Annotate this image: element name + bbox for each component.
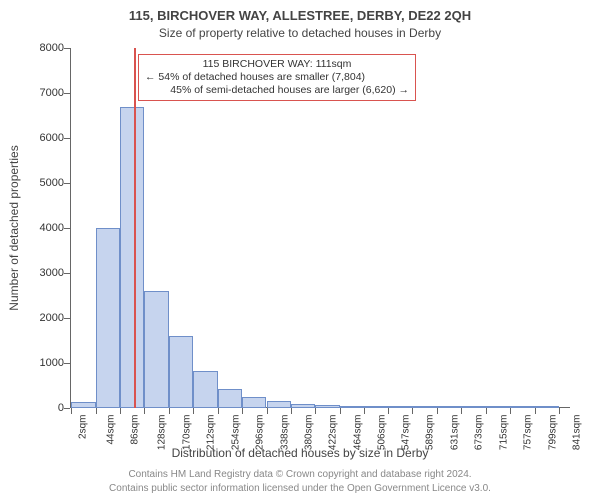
x-tick [412, 408, 413, 414]
x-tick-label: 86sqm [130, 415, 141, 445]
footer-line-2: Contains public sector information licen… [0, 483, 600, 494]
histogram-bar [120, 107, 144, 409]
histogram-bar [169, 336, 193, 408]
y-tick-label: 3000 [26, 267, 64, 279]
y-tick [64, 183, 70, 184]
chart-container: 115, BIRCHOVER WAY, ALLESTREE, DERBY, DE… [0, 0, 600, 500]
x-tick-label: 841sqm [571, 415, 582, 451]
x-tick [461, 408, 462, 414]
annotation-line: 45% of semi-detached houses are larger (… [145, 84, 409, 97]
x-tick [315, 408, 316, 414]
y-tick-label: 5000 [26, 177, 64, 189]
y-tick [64, 408, 70, 409]
x-tick [510, 408, 511, 414]
x-tick-label: 757sqm [522, 415, 533, 451]
x-tick [193, 408, 194, 414]
x-tick [340, 408, 341, 414]
y-tick-label: 0 [26, 402, 64, 414]
histogram-bar [218, 389, 242, 408]
x-tick-label: 338sqm [279, 415, 290, 451]
y-tick [64, 318, 70, 319]
x-tick-label: 799sqm [547, 415, 558, 451]
histogram-bar [412, 406, 436, 408]
property-marker-line [134, 48, 136, 408]
y-tick [64, 93, 70, 94]
y-tick-label: 6000 [26, 132, 64, 144]
y-tick-label: 7000 [26, 87, 64, 99]
histogram-bar [193, 371, 217, 408]
x-tick [242, 408, 243, 414]
x-tick-label: 296sqm [254, 415, 265, 451]
x-tick-label: 715sqm [498, 415, 509, 451]
annotation-line: ← 54% of detached houses are smaller (7,… [145, 71, 409, 84]
histogram-bar [510, 406, 534, 408]
x-tick [364, 408, 365, 414]
histogram-bar [242, 397, 266, 408]
x-tick [291, 408, 292, 414]
x-tick-label: 2sqm [78, 415, 89, 439]
histogram-bar [535, 406, 559, 408]
plot-area: 0100020003000400050006000700080002sqm44s… [70, 48, 570, 408]
chart-title-main: 115, BIRCHOVER WAY, ALLESTREE, DERBY, DE… [0, 8, 600, 23]
x-tick-label: 380sqm [303, 415, 314, 451]
y-tick-label: 8000 [26, 42, 64, 54]
chart-title-sub: Size of property relative to detached ho… [0, 26, 600, 40]
histogram-bar [437, 406, 461, 408]
x-tick-label: 128sqm [157, 415, 168, 451]
x-tick [437, 408, 438, 414]
x-tick-label: 170sqm [181, 415, 192, 451]
x-tick [559, 408, 560, 414]
histogram-bar [144, 291, 168, 408]
x-tick-label: 212sqm [206, 415, 217, 451]
x-tick [535, 408, 536, 414]
y-tick-label: 2000 [26, 312, 64, 324]
histogram-bar [267, 401, 291, 408]
histogram-bar [315, 405, 339, 408]
x-tick [71, 408, 72, 414]
annotation-line: 115 BIRCHOVER WAY: 111sqm [145, 58, 409, 71]
x-tick [486, 408, 487, 414]
footer-line-1: Contains HM Land Registry data © Crown c… [0, 469, 600, 480]
x-tick [218, 408, 219, 414]
x-tick-label: 506sqm [376, 415, 387, 451]
x-tick-label: 254sqm [230, 415, 241, 451]
x-tick [96, 408, 97, 414]
y-tick-label: 1000 [26, 357, 64, 369]
x-tick [267, 408, 268, 414]
y-tick [64, 228, 70, 229]
y-tick-label: 4000 [26, 222, 64, 234]
histogram-bar [291, 404, 315, 408]
y-tick [64, 273, 70, 274]
histogram-bar [486, 406, 510, 408]
y-tick [64, 48, 70, 49]
x-tick-label: 589sqm [425, 415, 436, 451]
histogram-bar [388, 406, 412, 408]
x-tick-label: 422sqm [328, 415, 339, 451]
y-tick [64, 363, 70, 364]
x-tick [144, 408, 145, 414]
histogram-bar [461, 406, 485, 408]
histogram-bar [96, 228, 120, 408]
x-axis-label: Distribution of detached houses by size … [0, 446, 600, 460]
y-tick [64, 138, 70, 139]
histogram-bar [340, 406, 364, 408]
x-tick-label: 631sqm [449, 415, 460, 451]
x-tick-label: 673sqm [474, 415, 485, 451]
y-axis-line [70, 48, 71, 408]
x-tick [120, 408, 121, 414]
x-tick [169, 408, 170, 414]
x-tick [388, 408, 389, 414]
x-tick-label: 547sqm [400, 415, 411, 451]
x-tick-label: 44sqm [105, 415, 116, 445]
x-tick-label: 464sqm [352, 415, 363, 451]
y-axis-label: Number of detached properties [7, 145, 21, 310]
histogram-bar [71, 402, 95, 408]
histogram-bar [364, 406, 388, 408]
annotation-box: 115 BIRCHOVER WAY: 111sqm← 54% of detach… [138, 54, 416, 101]
